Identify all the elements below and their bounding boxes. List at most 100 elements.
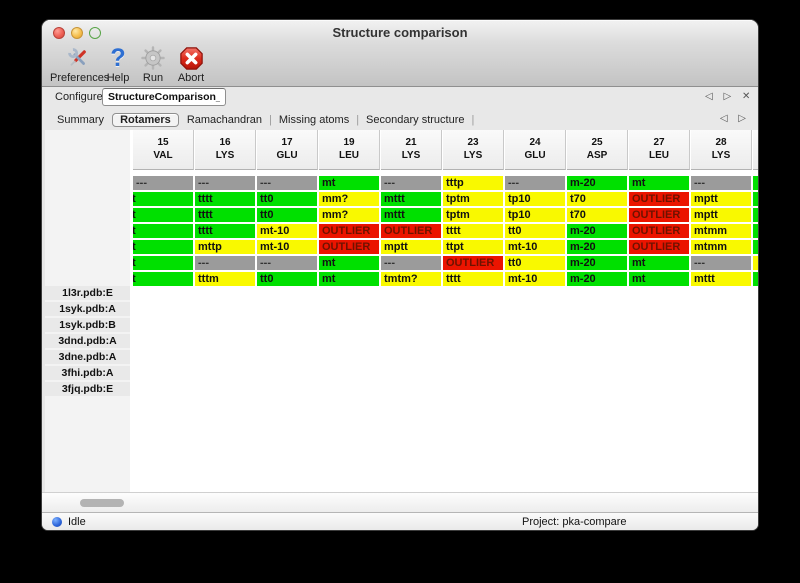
rotamer-cell[interactable]: t70 bbox=[567, 208, 627, 222]
column-header[interactable]: 15 VAL bbox=[133, 130, 194, 170]
rotamer-cell[interactable]: mt-10 bbox=[257, 224, 317, 238]
column-header[interactable]: 24 GLU bbox=[505, 130, 566, 170]
rotamer-cell[interactable]: OUTLIER bbox=[629, 224, 689, 238]
rotamer-cell-partial[interactable] bbox=[753, 272, 758, 286]
rotamer-cell[interactable]: mt-10 bbox=[257, 240, 317, 254]
rotamer-cell[interactable]: tttt bbox=[195, 224, 255, 238]
rotamer-cell[interactable]: mtmm bbox=[691, 224, 751, 238]
rotamer-cell[interactable]: mt-10 bbox=[505, 272, 565, 286]
row-label[interactable]: 3dne.pdb:A bbox=[45, 350, 130, 364]
rotamer-cell[interactable]: --- bbox=[195, 176, 255, 190]
minimize-window-button[interactable] bbox=[71, 27, 83, 39]
tab-prev-icon[interactable]: ◁ bbox=[719, 113, 728, 124]
rotamer-cell[interactable]: tt0 bbox=[257, 272, 317, 286]
rotamer-cell[interactable]: OUTLIER bbox=[381, 224, 441, 238]
rotamer-cell-partial[interactable] bbox=[753, 256, 758, 270]
column-header[interactable]: 23 LYS bbox=[443, 130, 504, 170]
rotamer-cell[interactable]: --- bbox=[691, 256, 751, 270]
rotamer-cell[interactable]: tptm bbox=[443, 208, 503, 222]
rotamer-cell[interactable]: --- bbox=[381, 176, 441, 190]
rotamer-cell[interactable]: t bbox=[133, 224, 193, 238]
rotamer-cell[interactable]: tttt bbox=[195, 192, 255, 206]
column-header[interactable]: 25 ASP bbox=[567, 130, 628, 170]
rotamer-cell[interactable]: --- bbox=[195, 256, 255, 270]
rotamer-cell[interactable]: mt bbox=[629, 272, 689, 286]
rotamer-cell[interactable]: m-20 bbox=[567, 224, 627, 238]
rotamer-cell[interactable]: --- bbox=[691, 176, 751, 190]
rotamer-cell[interactable]: mtmm bbox=[691, 240, 751, 254]
tab-rotamers[interactable]: Rotamers bbox=[112, 113, 179, 127]
rotamer-cell[interactable]: OUTLIER bbox=[629, 240, 689, 254]
tab-summary[interactable]: Summary bbox=[57, 114, 105, 126]
pane-prev-icon[interactable]: ◁ bbox=[705, 91, 713, 102]
tab-secondary-structure[interactable]: Secondary structure bbox=[366, 114, 465, 126]
column-header[interactable]: 21 LYS bbox=[381, 130, 442, 170]
rotamer-cell-partial[interactable] bbox=[753, 224, 758, 238]
pane-next-icon[interactable]: ▷ bbox=[723, 91, 732, 102]
rotamer-cell[interactable]: t bbox=[133, 192, 193, 206]
rotamer-cell[interactable]: mptt bbox=[381, 240, 441, 254]
column-header[interactable]: 17 GLU bbox=[257, 130, 318, 170]
rotamer-cell[interactable]: --- bbox=[133, 176, 193, 190]
rotamer-cell[interactable]: --- bbox=[257, 256, 317, 270]
rotamer-cell[interactable]: mttt bbox=[381, 208, 441, 222]
column-header[interactable]: 27 LEU bbox=[629, 130, 690, 170]
rotamer-cell-partial[interactable] bbox=[753, 240, 758, 254]
rotamer-cell[interactable]: mttt bbox=[691, 272, 751, 286]
rotamer-cell[interactable]: OUTLIER bbox=[443, 256, 503, 270]
rotamer-cell[interactable]: tp10 bbox=[505, 192, 565, 206]
run-button[interactable]: Run bbox=[136, 44, 170, 84]
close-window-button[interactable] bbox=[53, 27, 65, 39]
tab-next-icon[interactable]: ▷ bbox=[738, 113, 746, 124]
rotamer-cell-partial[interactable] bbox=[753, 192, 758, 206]
abort-button[interactable]: Abort bbox=[170, 44, 212, 84]
rotamer-cell[interactable]: tttt bbox=[443, 224, 503, 238]
tab-ramachandran[interactable]: Ramachandran bbox=[186, 114, 263, 126]
row-label[interactable]: 3fjq.pdb:E bbox=[45, 382, 130, 396]
rotamer-cell[interactable]: OUTLIER bbox=[629, 208, 689, 222]
rotamer-cell[interactable]: mt bbox=[629, 176, 689, 190]
pane-close-icon[interactable]: ✕ bbox=[741, 91, 751, 102]
rotamer-cell[interactable]: t bbox=[133, 240, 193, 254]
rotamer-cell[interactable]: tt0 bbox=[505, 224, 565, 238]
rotamer-cell[interactable]: tttt bbox=[195, 208, 255, 222]
rotamer-cell[interactable]: m-20 bbox=[567, 176, 627, 190]
rotamer-cell-partial[interactable] bbox=[753, 208, 758, 222]
row-label[interactable]: 3dnd.pdb:A bbox=[45, 334, 130, 348]
rotamer-cell[interactable]: --- bbox=[505, 176, 565, 190]
rotamer-cell[interactable]: t bbox=[133, 256, 193, 270]
row-label[interactable]: 1syk.pdb:B bbox=[45, 318, 130, 332]
rotamer-cell[interactable]: mttp bbox=[195, 240, 255, 254]
rotamer-cell-partial[interactable] bbox=[753, 176, 758, 190]
rotamer-cell[interactable]: tmtm? bbox=[381, 272, 441, 286]
rotamer-cell[interactable]: tttp bbox=[443, 176, 503, 190]
help-button[interactable]: ? Help bbox=[100, 44, 136, 84]
rotamer-cell[interactable]: tt0 bbox=[257, 192, 317, 206]
zoom-window-button[interactable] bbox=[89, 27, 101, 39]
rotamer-cell[interactable]: mt bbox=[629, 256, 689, 270]
rotamer-cell[interactable]: mt-10 bbox=[505, 240, 565, 254]
rotamer-cell[interactable]: mptt bbox=[691, 208, 751, 222]
rotamer-cell[interactable]: tttt bbox=[443, 272, 503, 286]
preferences-button[interactable]: Preferences bbox=[50, 44, 109, 84]
rotamer-cell[interactable]: t70 bbox=[567, 192, 627, 206]
rotamer-cell[interactable]: mptt bbox=[691, 192, 751, 206]
rotamer-cell[interactable]: OUTLIER bbox=[319, 240, 379, 254]
rotamer-cell[interactable]: t bbox=[133, 272, 193, 286]
configure-name-input[interactable] bbox=[102, 88, 226, 106]
rotamer-cell[interactable]: tt0 bbox=[505, 256, 565, 270]
rotamer-cell[interactable]: OUTLIER bbox=[629, 192, 689, 206]
horizontal-scrollbar-thumb[interactable] bbox=[80, 499, 124, 507]
rotamer-cell[interactable]: mttt bbox=[381, 192, 441, 206]
rotamer-cell[interactable]: mt bbox=[319, 176, 379, 190]
rotamer-cell[interactable]: m-20 bbox=[567, 256, 627, 270]
rotamer-cell[interactable]: tttm bbox=[195, 272, 255, 286]
rotamer-cell[interactable]: m-20 bbox=[567, 272, 627, 286]
row-label[interactable]: 1syk.pdb:A bbox=[45, 302, 130, 316]
rotamer-cell[interactable]: OUTLIER bbox=[319, 224, 379, 238]
row-label[interactable]: 1l3r.pdb:E bbox=[45, 286, 130, 300]
rotamer-cell[interactable]: --- bbox=[381, 256, 441, 270]
rotamer-cell[interactable]: mm? bbox=[319, 192, 379, 206]
rotamer-cell[interactable]: ttpt bbox=[443, 240, 503, 254]
horizontal-scrollbar[interactable] bbox=[42, 492, 758, 513]
